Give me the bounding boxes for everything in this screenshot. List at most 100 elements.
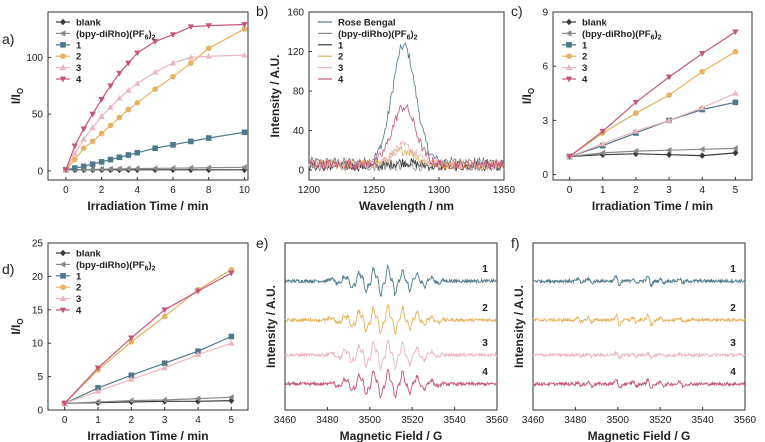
x-tick-label: 1350 <box>493 185 516 196</box>
data-point <box>666 151 673 159</box>
panel-label: f) <box>511 235 520 251</box>
x-tick-label: 0 <box>567 185 573 196</box>
y-axis-title: Intensity / A.U. <box>264 285 278 368</box>
y-tick-label: 6 <box>542 62 548 73</box>
data-point <box>665 117 673 123</box>
data-point <box>632 127 640 134</box>
x-tick-label: 3460 <box>274 415 297 426</box>
legend-label: 4 <box>582 75 588 86</box>
y-axis-title: I/IO <box>9 318 25 334</box>
y-tick-label: 15 <box>32 305 44 316</box>
data-point <box>665 74 673 81</box>
series-line <box>64 335 232 404</box>
x-tick-label: 4 <box>699 185 705 196</box>
data-point <box>161 360 168 367</box>
panel-label: d) <box>2 261 14 277</box>
legend-label: 4 <box>76 75 82 86</box>
data-point <box>732 48 739 55</box>
y-tick-label: 25 <box>32 239 44 250</box>
series-4 <box>62 22 248 174</box>
data-point <box>599 149 606 157</box>
x-tick-label: 3560 <box>734 415 757 426</box>
x-tick-label: 3540 <box>691 415 714 426</box>
data-point <box>98 166 104 173</box>
data-point <box>698 146 705 153</box>
x-tick-label: 6 <box>170 185 176 196</box>
data-point <box>94 387 102 394</box>
data-point <box>89 124 96 131</box>
plot-frame <box>284 242 498 411</box>
legend-label: 2 <box>338 52 343 63</box>
x-tick-label: 3 <box>162 415 168 426</box>
data-point <box>134 80 141 86</box>
data-point <box>699 68 706 75</box>
data-point <box>94 365 102 372</box>
data-point <box>152 145 158 152</box>
legend-marker <box>59 295 67 301</box>
y-tick-label: 0 <box>37 166 43 177</box>
data-point <box>107 122 114 129</box>
legend-label: blank <box>76 18 102 29</box>
legend-marker <box>59 261 66 268</box>
data-point <box>125 106 132 113</box>
epr-trace <box>284 263 497 297</box>
data-point <box>169 164 176 172</box>
y-tick-label: 0 <box>37 406 43 417</box>
data-point <box>89 161 96 167</box>
epr-trace <box>284 368 498 399</box>
legend-marker <box>565 76 573 83</box>
panel-label: a) <box>2 31 14 47</box>
legend-label: 3 <box>76 294 81 305</box>
y-axis-title: I/IO <box>9 88 25 104</box>
data-point <box>161 364 168 371</box>
data-point <box>732 149 739 157</box>
data-point <box>94 398 101 406</box>
x-tick-label: 1 <box>95 415 101 426</box>
data-point <box>128 375 135 382</box>
data-point <box>161 307 168 314</box>
legend-marker <box>60 53 66 59</box>
y-axis-title: Intensity / A.U. <box>512 285 526 368</box>
series-line <box>64 342 232 404</box>
plot-frame <box>308 11 505 181</box>
data-point <box>195 348 201 355</box>
trace-label: 2 <box>730 303 736 314</box>
data-point <box>62 167 70 174</box>
trace-label: 4 <box>730 367 736 378</box>
x-tick-label: 2 <box>129 415 135 426</box>
data-point <box>116 154 123 161</box>
data-point <box>151 165 158 172</box>
legend-marker <box>60 284 66 291</box>
data-point <box>128 339 135 345</box>
data-point <box>151 39 159 45</box>
data-point <box>125 60 132 67</box>
data-point <box>228 333 235 340</box>
panel-label: c) <box>511 3 523 19</box>
x-tick-label: 3520 <box>401 415 424 426</box>
data-point <box>80 145 87 152</box>
data-point <box>98 97 105 103</box>
series-(bpy-diRho)(PF6)2 <box>62 164 247 173</box>
data-point <box>228 397 235 404</box>
data-point <box>128 372 135 379</box>
y-tick-label: 20 <box>32 272 44 283</box>
x-tick-label: 3560 <box>486 415 509 426</box>
data-point <box>205 45 212 52</box>
data-point <box>98 130 105 137</box>
data-point <box>732 145 738 152</box>
series-line <box>64 272 232 404</box>
data-point <box>134 149 141 156</box>
x-tick-label: 5 <box>733 185 739 196</box>
x-tick-label: 3480 <box>316 415 339 426</box>
plot-frame <box>47 242 249 411</box>
y-tick-label: 9 <box>542 8 548 19</box>
x-tick-label: 3520 <box>649 415 672 426</box>
x-tick-label: 3 <box>666 185 672 196</box>
data-point <box>228 394 234 401</box>
data-point <box>134 50 141 57</box>
data-point <box>632 147 639 155</box>
y-tick-label: 160 <box>287 8 304 19</box>
data-point <box>125 165 131 172</box>
data-point <box>89 138 96 145</box>
x-tick-label: 2 <box>633 185 639 196</box>
